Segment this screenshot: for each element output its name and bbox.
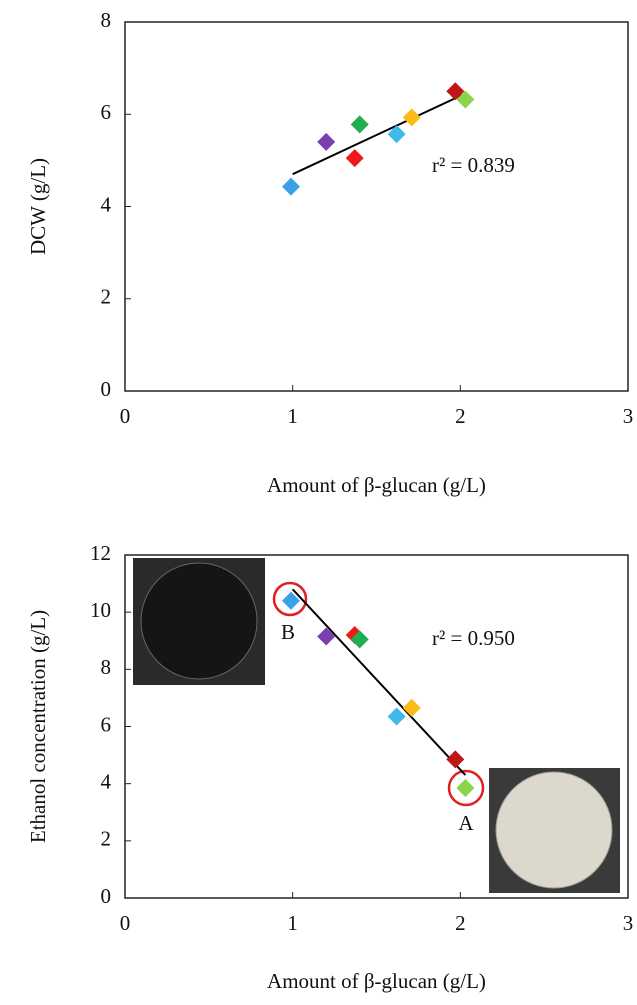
data-point xyxy=(402,108,421,127)
x-axis-title: Amount of β-glucan (g/L) xyxy=(267,473,486,497)
y-tick-label: 12 xyxy=(90,541,111,565)
r2-label: r² = 0.950 xyxy=(432,626,515,650)
y-tick-label: 8 xyxy=(101,8,112,32)
data-point xyxy=(402,698,421,717)
dish xyxy=(140,562,258,680)
data-point xyxy=(446,750,465,769)
y-axis-title: Ethanol concentration (g/L) xyxy=(26,610,50,843)
trendline xyxy=(291,588,467,776)
x-axis-title: Amount of β-glucan (g/L) xyxy=(267,969,486,993)
plot-frame xyxy=(124,21,629,392)
dish xyxy=(495,771,613,889)
y-tick-label: 6 xyxy=(101,100,112,124)
data-point xyxy=(456,90,475,109)
x-tick-label: 0 xyxy=(120,911,131,935)
x-tick-label: 0 xyxy=(120,404,131,428)
trendline xyxy=(292,92,466,176)
data-point xyxy=(350,115,369,134)
y-tick-label: 8 xyxy=(101,655,112,679)
data-point xyxy=(345,149,364,168)
x-tick-label: 3 xyxy=(623,911,634,935)
data-point xyxy=(387,707,406,726)
y-tick-label: 2 xyxy=(101,827,112,851)
x-tick-label: 1 xyxy=(287,911,298,935)
data-point xyxy=(387,125,406,144)
data-point xyxy=(446,82,465,101)
point-label: A xyxy=(458,811,474,835)
data-point xyxy=(317,132,336,151)
data-point xyxy=(281,591,300,610)
y-axis-title: DCW (g/L) xyxy=(26,158,50,255)
data-point xyxy=(350,630,369,649)
y-tick-label: 4 xyxy=(101,769,112,793)
x-tick-label: 2 xyxy=(455,404,466,428)
r2-label: r² = 0.839 xyxy=(432,153,515,177)
data-point xyxy=(281,177,300,196)
y-tick-label: 2 xyxy=(101,285,112,309)
point-label: B xyxy=(281,620,295,644)
y-tick-label: 0 xyxy=(101,884,112,908)
x-tick-label: 1 xyxy=(287,404,298,428)
y-tick-label: 6 xyxy=(101,712,112,736)
highlight-circle xyxy=(272,581,308,617)
y-tick-label: 0 xyxy=(101,377,112,401)
data-point xyxy=(317,627,336,646)
highlight-circle xyxy=(447,769,485,807)
x-tick-label: 2 xyxy=(455,911,466,935)
data-point xyxy=(456,778,475,797)
y-tick-label: 10 xyxy=(90,598,111,622)
x-tick-label: 3 xyxy=(623,404,634,428)
y-tick-label: 4 xyxy=(101,192,112,216)
